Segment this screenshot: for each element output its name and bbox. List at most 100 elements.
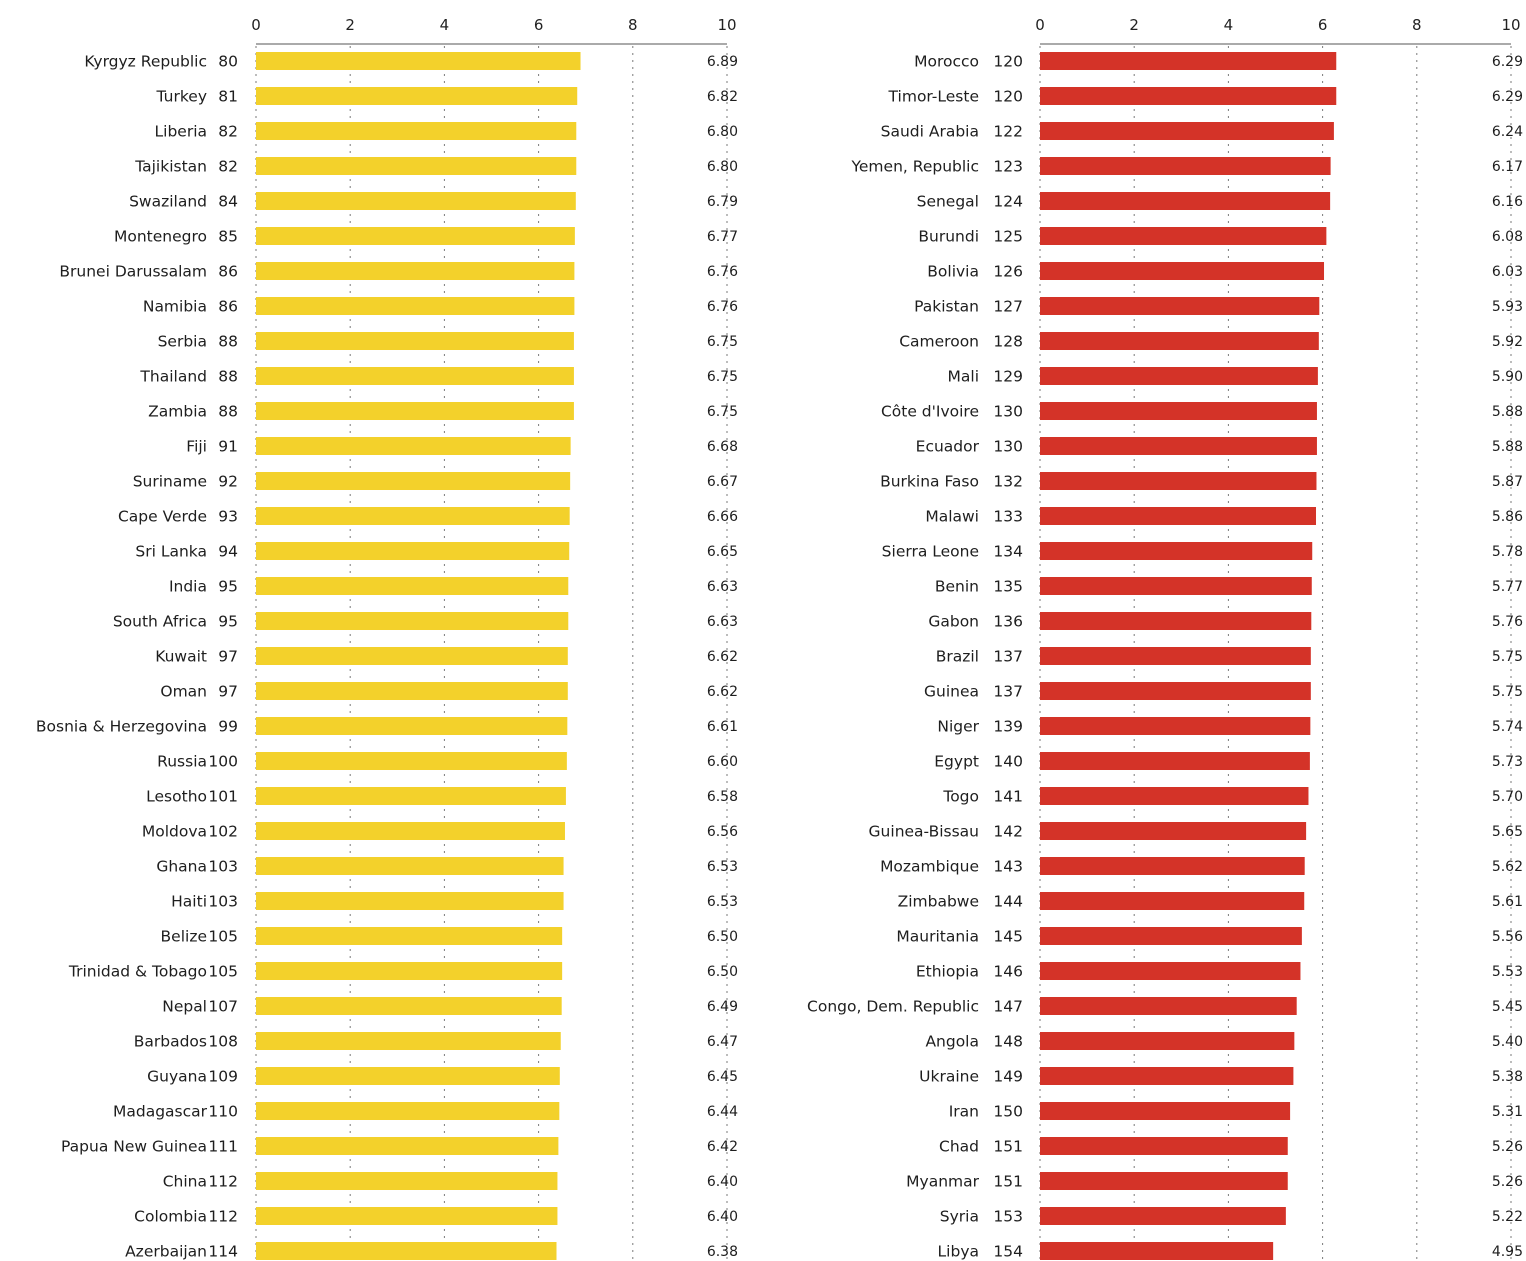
- right-bar: [1040, 332, 1319, 350]
- right-rank-label: 141: [993, 788, 1023, 806]
- right-category-label: Guinea-Bissau: [869, 823, 979, 841]
- left-value-label: 6.61: [707, 719, 738, 735]
- right-bar: [1040, 647, 1311, 665]
- right-value-label: 5.62: [1492, 859, 1523, 875]
- left-category-label: Kuwait: [155, 648, 207, 666]
- right-value-label: 6.16: [1492, 194, 1523, 210]
- right-rank-label: 142: [993, 823, 1023, 841]
- right-value-label: 5.45: [1492, 999, 1523, 1015]
- right-rank-label: 146: [993, 963, 1023, 981]
- left-value-label: 6.76: [707, 299, 738, 315]
- left-value-label: 6.49: [707, 999, 738, 1015]
- right-bar: [1040, 437, 1317, 455]
- left-tick-label: 6: [534, 16, 544, 34]
- right-category-label: Ethiopia: [916, 963, 979, 981]
- left-value-label: 6.50: [707, 929, 738, 945]
- left-bar: [256, 577, 569, 595]
- left-rank-label: 86: [218, 263, 238, 281]
- left-bar: [256, 717, 568, 735]
- left-rank-label: 114: [208, 1243, 238, 1261]
- left-rank-label: 95: [218, 613, 238, 631]
- right-bar: [1040, 472, 1317, 490]
- left-bar: [256, 472, 571, 490]
- left-bar: [256, 192, 576, 210]
- left-value-label: 6.79: [707, 194, 738, 210]
- left-bar: [256, 962, 563, 980]
- right-value-label: 4.95: [1492, 1244, 1523, 1260]
- left-value-label: 6.75: [707, 404, 738, 420]
- left-value-label: 6.40: [707, 1174, 738, 1190]
- left-rank-label: 80: [218, 53, 238, 71]
- right-rank-label: 129: [993, 368, 1023, 386]
- right-value-label: 5.75: [1492, 649, 1523, 665]
- right-rank-label: 136: [993, 613, 1023, 631]
- left-bar: [256, 122, 577, 140]
- left-rank-label: 107: [208, 998, 238, 1016]
- left-category-label: Kyrgyz Republic: [84, 53, 207, 71]
- right-bar: [1040, 1242, 1274, 1260]
- left-category-label: Cape Verde: [118, 508, 207, 526]
- right-bar: [1040, 1067, 1294, 1085]
- left-tick-label: 2: [345, 16, 355, 34]
- left-category-label: Nepal: [162, 998, 207, 1016]
- right-rank-label: 144: [993, 893, 1023, 911]
- left-value-label: 6.63: [707, 579, 738, 595]
- right-rank-label: 148: [993, 1033, 1023, 1051]
- left-bar: [256, 787, 566, 805]
- right-bar: [1040, 1102, 1291, 1120]
- left-category-label: Guyana: [147, 1068, 207, 1086]
- right-tick-label: 8: [1412, 16, 1422, 34]
- left-bar: [256, 612, 569, 630]
- left-rank-label: 99: [218, 718, 238, 736]
- right-bar: [1040, 367, 1318, 385]
- right-value-label: 5.61: [1492, 894, 1523, 910]
- left-rank-label: 88: [218, 368, 238, 386]
- right-category-label: Pakistan: [914, 298, 979, 316]
- right-category-label: Congo, Dem. Republic: [807, 998, 979, 1016]
- right-category-label: Mali: [948, 368, 979, 386]
- right-category-label: Mozambique: [880, 858, 979, 876]
- left-value-label: 6.76: [707, 264, 738, 280]
- left-value-label: 6.75: [707, 369, 738, 385]
- left-rank-label: 102: [208, 823, 238, 841]
- left-rank-label: 82: [218, 158, 238, 176]
- right-rank-label: 124: [993, 193, 1023, 211]
- right-category-label: Côte d'Ivoire: [881, 403, 979, 421]
- right-category-label: Mauritania: [896, 928, 979, 946]
- right-bar: [1040, 1137, 1288, 1155]
- left-bar: [256, 1172, 558, 1190]
- left-value-label: 6.58: [707, 789, 738, 805]
- left-rank-label: 82: [218, 123, 238, 141]
- left-category-label: Madagascar: [113, 1103, 208, 1121]
- right-bar: [1040, 577, 1312, 595]
- right-value-label: 5.88: [1492, 439, 1523, 455]
- left-rank-label: 93: [218, 508, 238, 526]
- left-bar: [256, 437, 571, 455]
- left-value-label: 6.75: [707, 334, 738, 350]
- left-category-label: Thailand: [139, 368, 207, 386]
- right-rank-label: 128: [993, 333, 1023, 351]
- right-category-label: Sierra Leone: [882, 543, 979, 561]
- right-category-label: Chad: [939, 1138, 979, 1156]
- left-bar: [256, 262, 575, 280]
- right-value-label: 5.26: [1492, 1139, 1523, 1155]
- left-category-label: Haiti: [171, 893, 207, 911]
- right-category-label: Iran: [949, 1103, 979, 1121]
- left-category-label: Brunei Darussalam: [59, 263, 207, 281]
- right-bar: [1040, 507, 1317, 525]
- left-value-label: 6.44: [707, 1104, 738, 1120]
- right-category-label: Burundi: [918, 228, 979, 246]
- right-value-label: 5.31: [1492, 1104, 1523, 1120]
- left-value-label: 6.80: [707, 124, 738, 140]
- right-bar: [1040, 52, 1337, 70]
- left-rank-label: 101: [208, 788, 238, 806]
- right-rank-label: 151: [993, 1138, 1023, 1156]
- right-category-label: Morocco: [914, 53, 979, 71]
- right-value-label: 5.75: [1492, 684, 1523, 700]
- left-value-label: 6.77: [707, 229, 738, 245]
- left-value-label: 6.63: [707, 614, 738, 630]
- left-category-label: Zambia: [148, 403, 207, 421]
- right-rank-label: 130: [993, 403, 1023, 421]
- left-value-label: 6.65: [707, 544, 738, 560]
- right-category-label: Guinea: [924, 683, 979, 701]
